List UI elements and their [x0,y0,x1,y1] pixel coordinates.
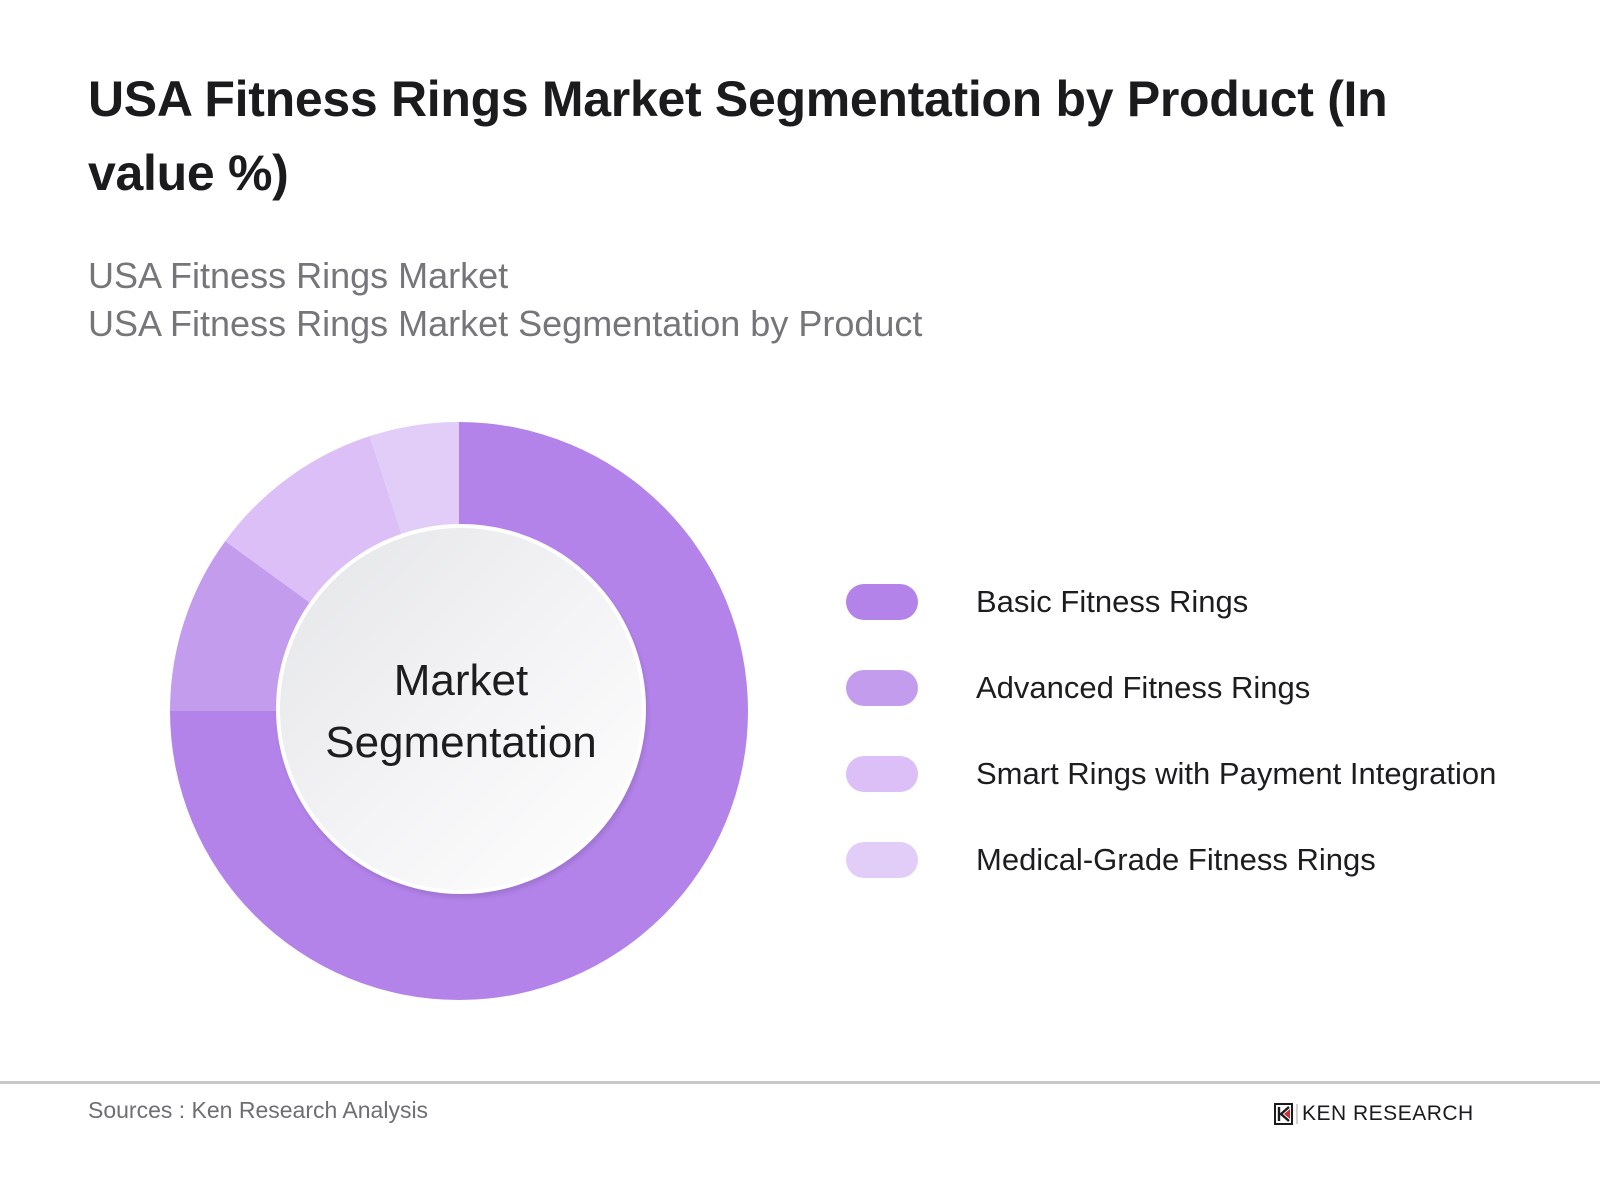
center-label-line-2: Segmentation [325,718,597,767]
legend-swatch-basic [846,584,918,620]
legend-swatch-smart [846,756,918,792]
legend-item-basic-fitness-rings[interactable]: Basic Fitness Rings [846,584,1248,620]
donut-center-label: Market Segmentation [276,524,646,894]
chart-title: USA Fitness Rings Market Segmentation by… [88,71,1388,201]
legend-item-smart-rings-payment[interactable]: Smart Rings with Payment Integration [846,756,1496,792]
legend-item-advanced-fitness-rings[interactable]: Advanced Fitness Rings [846,670,1310,706]
legend-label-smart: Smart Rings with Payment Integration [976,756,1497,791]
subtitle-line-market: USA Fitness Rings Market [88,255,509,296]
ken-research-logo: KEN RESEARCH [1274,1102,1474,1126]
footer-source: Sources : Ken Research Analysis [88,1097,429,1123]
footer-divider [0,1081,1600,1084]
legend-swatch-advanced [846,670,918,706]
logo-text: KEN RESEARCH [1296,1103,1474,1124]
donut-segment-basic-fitness-rings[interactable] [170,422,748,1000]
legend-label-medical: Medical-Grade Fitness Rings [976,842,1376,877]
center-label-line-1: Market [393,656,529,705]
subtitle-line-segmentation: USA Fitness Rings Market Segmentation by… [88,303,923,344]
ken-research-logo-icon [1274,1103,1293,1125]
legend-label-advanced: Advanced Fitness Rings [976,670,1311,705]
legend-item-medical-grade-fitness-rings[interactable]: Medical-Grade Fitness Rings [846,842,1376,878]
chart-subtitle: USA Fitness Rings Market USA Fitness Rin… [88,252,922,348]
legend-swatch-medical [846,842,918,878]
legend-label-basic: Basic Fitness Rings [976,584,1249,619]
